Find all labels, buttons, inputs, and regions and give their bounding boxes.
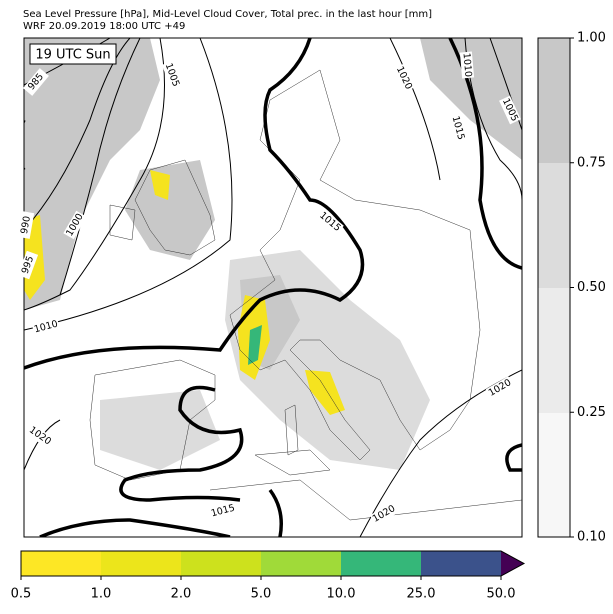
contour-label-bg <box>459 51 475 79</box>
isobar-1015 <box>24 120 26 170</box>
contour-label-bg <box>369 502 399 526</box>
isobar-1015 <box>268 488 283 537</box>
cloud-tick-label: 0.25 <box>577 405 606 420</box>
precip-area <box>150 170 170 200</box>
isobar-1015 <box>119 385 244 502</box>
colorbar-segment <box>261 551 341 576</box>
precip-colorbar <box>20 550 526 577</box>
isobar <box>24 38 165 311</box>
precip-tick-label: 10.0 <box>327 587 356 602</box>
colorbar-segment <box>21 551 101 576</box>
cloud-tick-label: 0.50 <box>577 280 606 295</box>
contour-label-bg <box>161 60 183 90</box>
cloud-colorbar <box>537 37 571 538</box>
colorbar-segment <box>538 38 570 163</box>
isobar <box>59 38 141 296</box>
precip-tick-label: 1.0 <box>91 587 112 602</box>
colorbar-segment <box>421 551 501 576</box>
colorbar-segment <box>538 413 570 537</box>
cloud-area <box>125 160 215 260</box>
contour-label-bg <box>25 423 55 449</box>
contour-label-bg <box>23 68 49 96</box>
cloud-tick-label: 0.75 <box>577 155 606 170</box>
title: Sea Level Pressure [hPa], Mid-Level Clou… <box>23 9 432 20</box>
precip-tick-label: 25.0 <box>407 587 436 602</box>
cloud-area <box>420 38 522 160</box>
contour-label-bg <box>485 376 515 400</box>
colorbar-segment <box>181 551 261 576</box>
cloud-area <box>100 390 220 470</box>
isobar <box>389 38 441 181</box>
map: 19 UTC Sun <box>23 37 523 538</box>
colorbar-segment <box>538 288 570 413</box>
precip-tick-label: 0.5 <box>11 587 32 602</box>
colorbar-segment <box>538 163 570 288</box>
map-layers <box>24 38 522 537</box>
time-box <box>29 43 117 65</box>
cloud-tick-label: 0.10 <box>577 530 606 545</box>
cloud-tick-label: 1.00 <box>577 31 606 46</box>
precip-area <box>248 325 262 365</box>
isobar <box>24 38 131 231</box>
precip-tick-label: 2.0 <box>171 587 192 602</box>
isobar-1015 <box>39 518 231 537</box>
colorbar-extension <box>501 551 524 576</box>
time-label: 19 UTC Sun <box>35 48 110 63</box>
colorbar-segment <box>341 551 421 576</box>
cloud-area <box>24 38 160 310</box>
contour-label-bg <box>63 210 87 240</box>
contour-label-bg <box>17 211 35 239</box>
contour-label: 990 <box>19 215 33 235</box>
contour-label-bg <box>448 113 468 143</box>
precip-tick-label: 5.0 <box>251 587 272 602</box>
contour-label-bg <box>17 250 39 280</box>
isobar-1015 <box>448 38 522 270</box>
contour-label-bg <box>208 501 238 521</box>
coastline <box>254 404 331 476</box>
isobar-1015 <box>24 38 365 370</box>
precip-tick-label: 50.0 <box>487 587 516 602</box>
contour-label: 1010 <box>460 52 473 77</box>
coastline <box>89 69 522 521</box>
subtitle: WRF 20.09.2019 18:00 UTC +49 <box>23 21 185 32</box>
contour-label-bg <box>393 63 415 93</box>
colorbar-segment <box>101 551 181 576</box>
contour-label-bg <box>31 317 61 337</box>
contour-label-bg <box>316 209 344 235</box>
map-frame <box>23 37 523 538</box>
contour-label-bg <box>499 95 521 125</box>
isobar <box>24 38 233 331</box>
colorbar-frame <box>20 550 526 577</box>
isobar-1015 <box>505 443 522 472</box>
